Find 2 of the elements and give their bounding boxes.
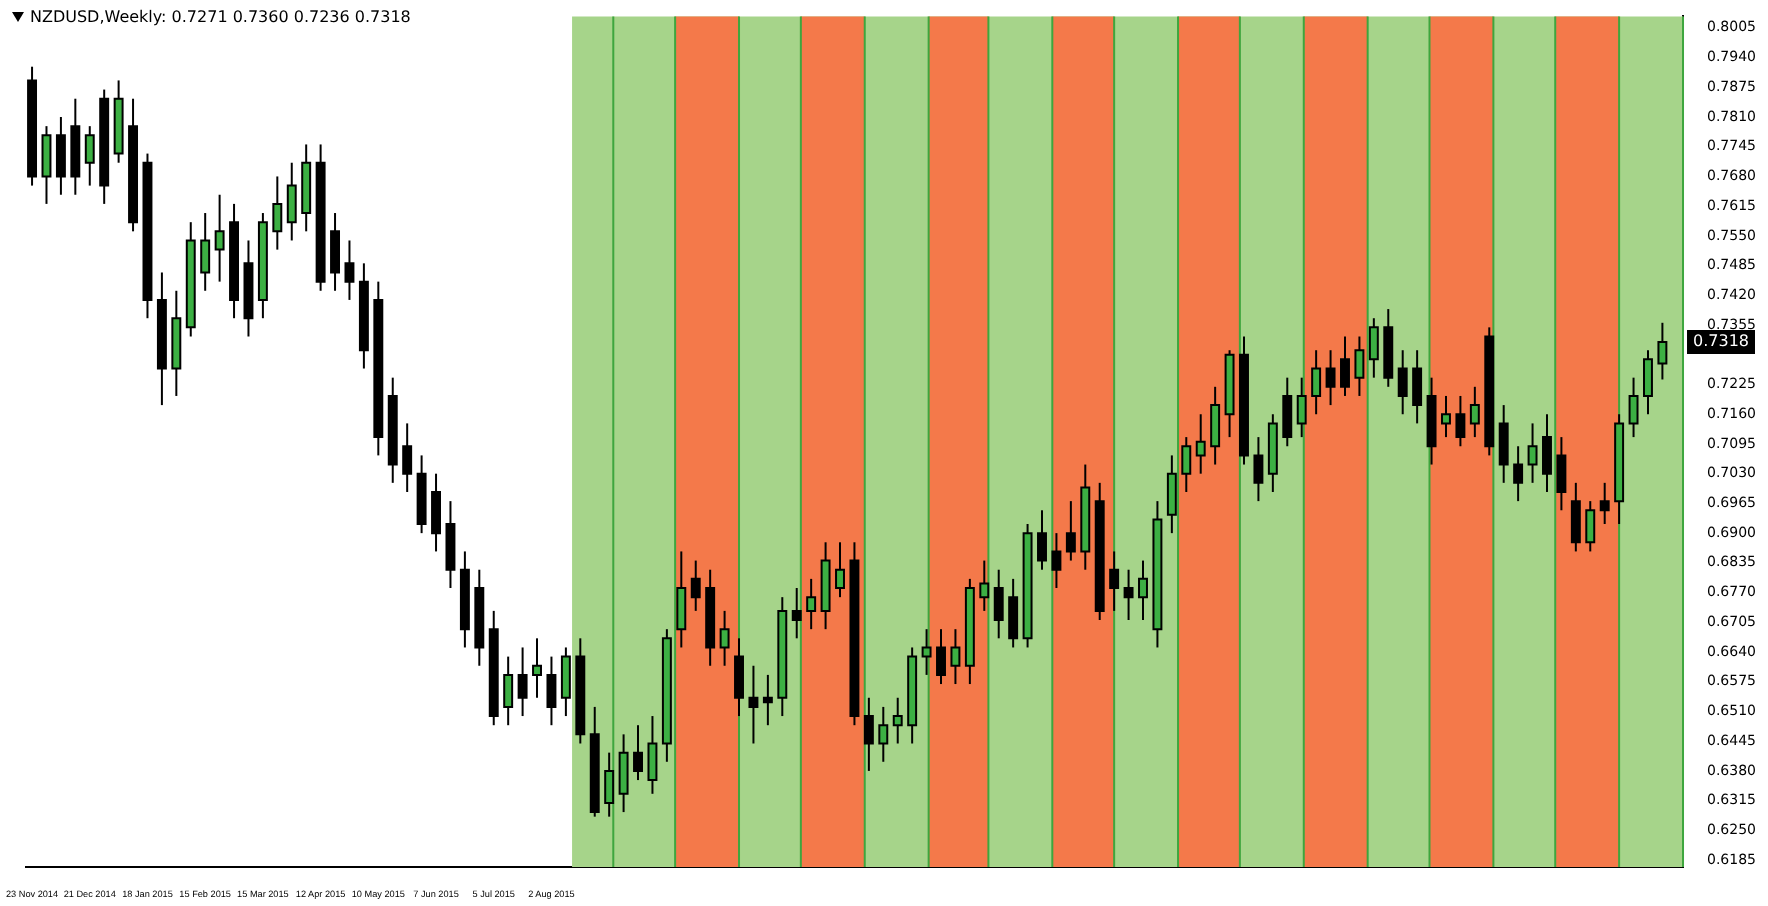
annotation: 0.7318 — [1693, 332, 1750, 351]
chart-title: NZDUSD,Weekly: 0.7271 0.7360 0.7236 0.7318 — [30, 8, 411, 26]
